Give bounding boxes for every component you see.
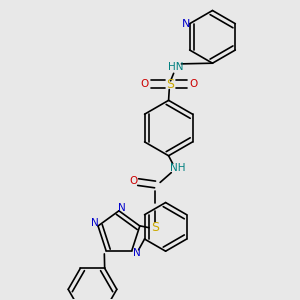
- Text: NH: NH: [170, 163, 186, 172]
- Text: O: O: [129, 176, 137, 186]
- Text: O: O: [189, 79, 198, 89]
- Text: N: N: [91, 218, 98, 228]
- Text: N: N: [182, 19, 190, 29]
- Text: S: S: [151, 220, 159, 233]
- Text: S: S: [166, 78, 174, 91]
- Text: O: O: [141, 79, 149, 89]
- Text: HN: HN: [168, 62, 183, 72]
- Text: N: N: [118, 203, 126, 213]
- Text: N: N: [133, 248, 141, 257]
